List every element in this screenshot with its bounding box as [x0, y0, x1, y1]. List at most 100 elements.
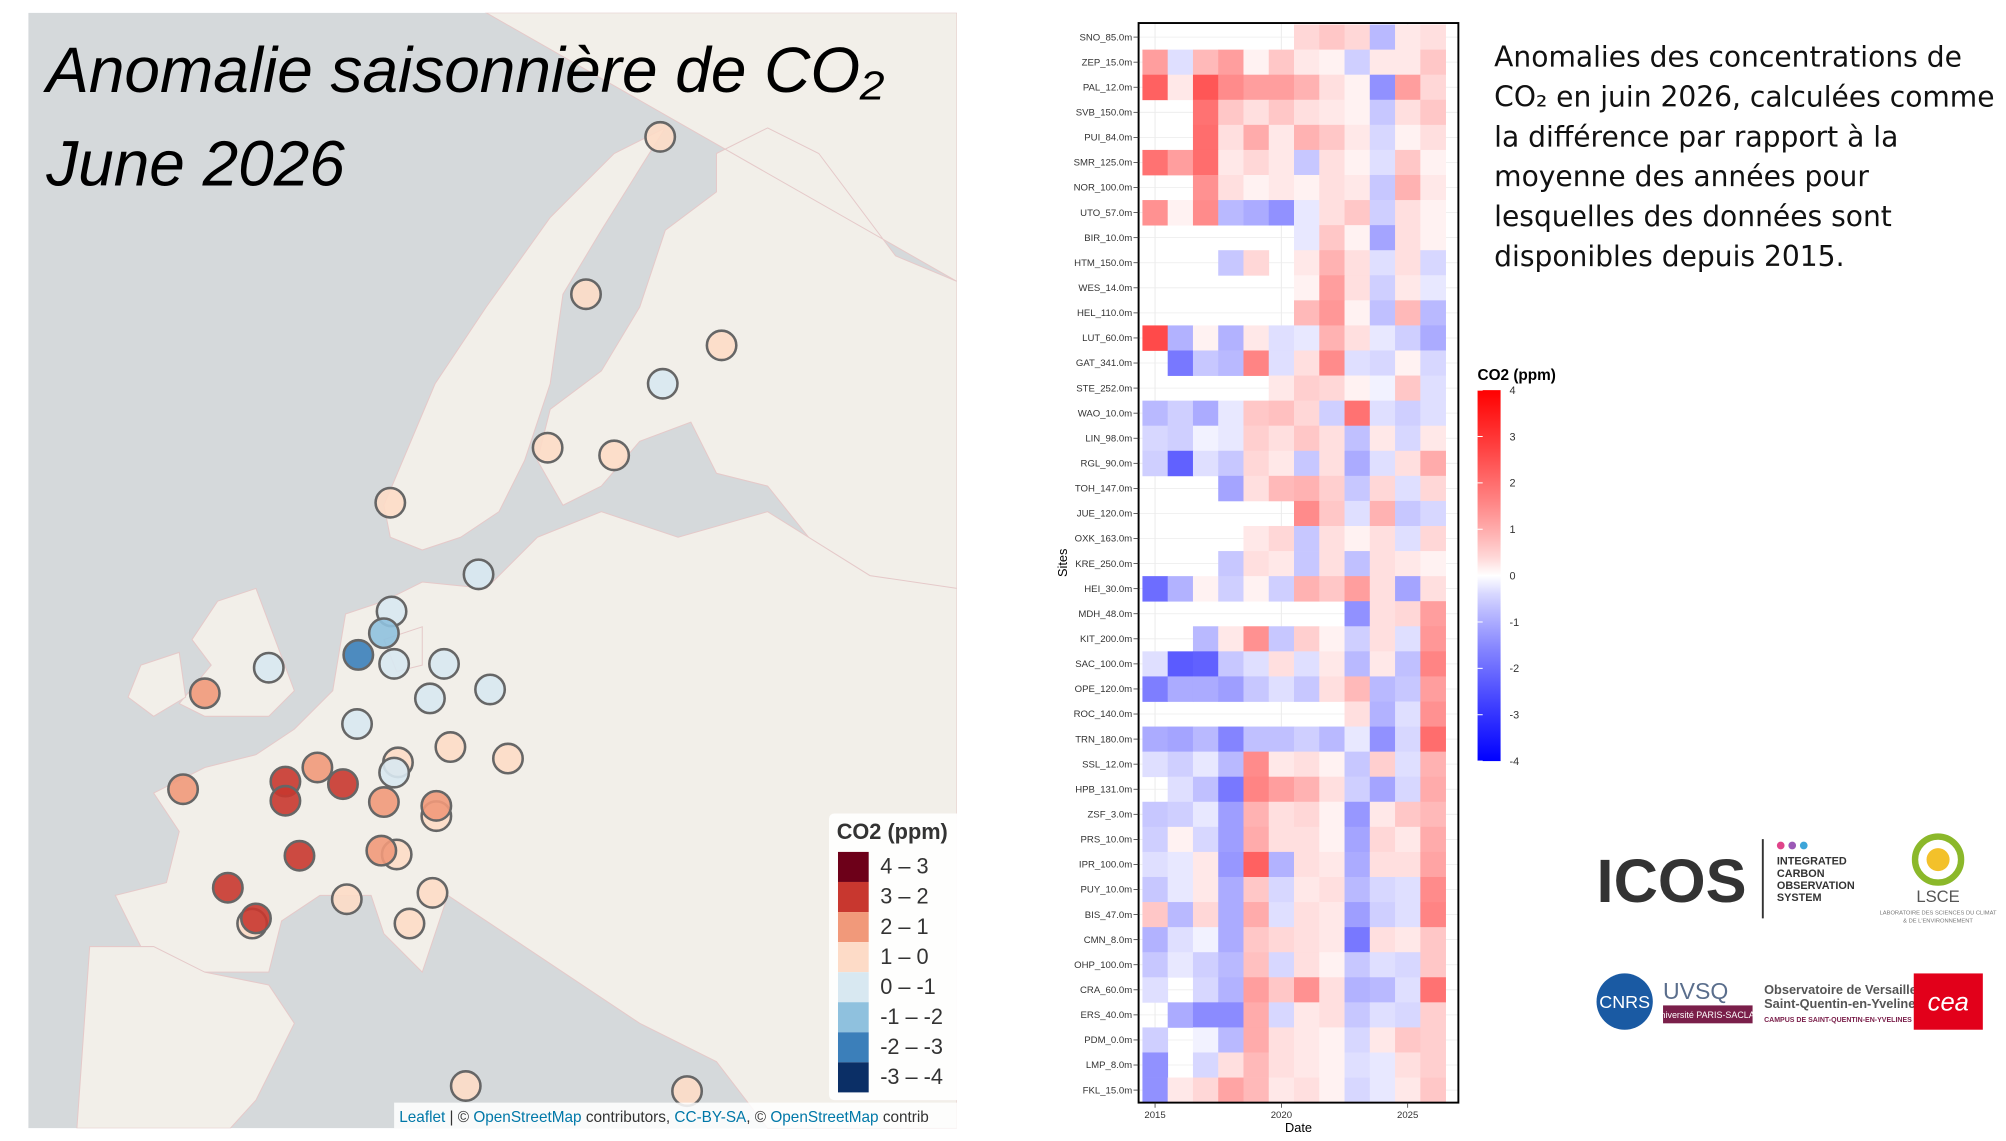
legend-swatch — [837, 1032, 869, 1063]
station[interactable] — [413, 682, 446, 715]
heat-cell — [1344, 300, 1371, 326]
heat-cell — [1167, 149, 1194, 176]
station[interactable] — [378, 756, 411, 789]
map-legend: CO2 (ppm) 4 – 3 3 – 2 2 – 1 1 – 0 0 – -1 -1 –… — [829, 813, 965, 1101]
station[interactable] — [367, 786, 400, 819]
legend-title: CO2 (ppm) — [837, 819, 948, 844]
station[interactable] — [188, 677, 221, 710]
heat-cell — [1319, 876, 1345, 903]
station[interactable] — [449, 1070, 482, 1102]
heat-cell — [1192, 726, 1219, 753]
heat-cell — [1268, 977, 1295, 1003]
station[interactable] — [462, 558, 495, 591]
heat-cell — [1167, 801, 1194, 828]
heat-cell — [1192, 927, 1219, 953]
station[interactable] — [531, 431, 564, 464]
heat-cell — [1268, 1027, 1295, 1053]
attribution-link[interactable]: OpenStreetMap — [770, 1109, 878, 1126]
station[interactable] — [365, 834, 398, 867]
heat-cell — [1142, 576, 1169, 602]
heat-cell — [1142, 826, 1169, 853]
heat-cell — [1243, 350, 1270, 376]
heat-cell — [1395, 876, 1421, 903]
heat-cell — [1167, 651, 1194, 677]
station[interactable] — [269, 784, 302, 817]
y-tick-label: PDM_0.0m — [1084, 1035, 1132, 1046]
station[interactable] — [416, 876, 449, 909]
station[interactable] — [671, 1075, 704, 1108]
heat-cell — [1243, 551, 1270, 577]
station[interactable] — [341, 708, 374, 740]
station[interactable] — [598, 439, 631, 472]
station[interactable] — [434, 731, 467, 764]
station[interactable] — [330, 883, 363, 916]
station[interactable] — [211, 871, 244, 904]
heat-cell — [1294, 801, 1320, 828]
colorbar-tick-label: 3 — [1510, 431, 1516, 443]
y-tick-label: OHP_100.0m — [1074, 960, 1132, 971]
heat-cell — [1243, 851, 1270, 878]
heat-cell — [1218, 952, 1244, 978]
legend-swatch — [837, 851, 869, 882]
heat-cell — [1319, 200, 1345, 226]
station[interactable] — [326, 768, 359, 801]
heat-cell — [1294, 826, 1320, 853]
cnrs-mark — [1596, 973, 1653, 1030]
attribution-link[interactable]: CC-BY-SA — [674, 1109, 747, 1126]
heat-cell — [1369, 651, 1396, 677]
station[interactable] — [474, 673, 507, 706]
station[interactable] — [167, 773, 200, 806]
station[interactable] — [342, 638, 375, 671]
ovsq-text: Saint-Quentin-en-Yvelines — [1764, 996, 1922, 1011]
station[interactable] — [705, 329, 738, 362]
heat-cell — [1268, 776, 1295, 803]
y-tick-label: IPR_100.0m — [1079, 860, 1132, 871]
heat-cell — [1319, 99, 1345, 126]
heat-cell — [1395, 325, 1421, 351]
heat-cell — [1344, 400, 1371, 427]
station[interactable] — [428, 647, 461, 680]
station[interactable] — [252, 651, 285, 684]
station[interactable] — [646, 367, 679, 400]
station[interactable] — [420, 789, 453, 822]
y-tick-label: OPE_120.0m — [1075, 684, 1133, 695]
heat-cell — [1319, 500, 1345, 527]
station[interactable] — [239, 902, 272, 935]
heat-cell — [1218, 676, 1244, 702]
heat-cell — [1192, 751, 1219, 778]
station[interactable] — [378, 647, 411, 680]
legend-label: -2 – -3 — [880, 1034, 943, 1059]
y-tick-label: OXK_163.0m — [1075, 534, 1133, 545]
heat-cell — [1344, 551, 1371, 577]
station[interactable] — [301, 751, 334, 784]
heat-cell — [1218, 902, 1244, 928]
legend-label: -3 – -4 — [880, 1064, 943, 1089]
station[interactable] — [283, 839, 316, 872]
heat-cell — [1319, 124, 1345, 151]
y-tick-label: SAC_100.0m — [1075, 659, 1132, 670]
heat-cell — [1420, 49, 1446, 76]
heat-cell — [1344, 425, 1371, 452]
heat-cell — [1268, 99, 1295, 126]
heat-cell — [1268, 200, 1295, 226]
attribution-link[interactable]: Leaflet — [399, 1109, 446, 1126]
heat-cell — [1369, 450, 1396, 477]
heat-cell — [1395, 99, 1421, 126]
station[interactable] — [570, 278, 602, 311]
y-tick-label: HEL_110.0m — [1077, 308, 1132, 319]
station[interactable] — [374, 486, 407, 519]
heat-cell — [1268, 902, 1295, 928]
heat-cell — [1218, 400, 1244, 427]
heat-cell — [1344, 826, 1371, 853]
heat-cell — [1344, 726, 1371, 753]
station[interactable] — [644, 120, 677, 153]
heat-cell — [1369, 576, 1396, 602]
uvsq-logo: UVSQ — [1663, 978, 1728, 1004]
station[interactable] — [491, 742, 524, 775]
station[interactable] — [367, 617, 400, 650]
station[interactable] — [393, 907, 426, 940]
heat-cell — [1192, 350, 1219, 376]
heat-cell — [1167, 851, 1194, 878]
attribution-link[interactable]: OpenStreetMap — [473, 1109, 581, 1126]
heat-cell — [1369, 626, 1396, 652]
